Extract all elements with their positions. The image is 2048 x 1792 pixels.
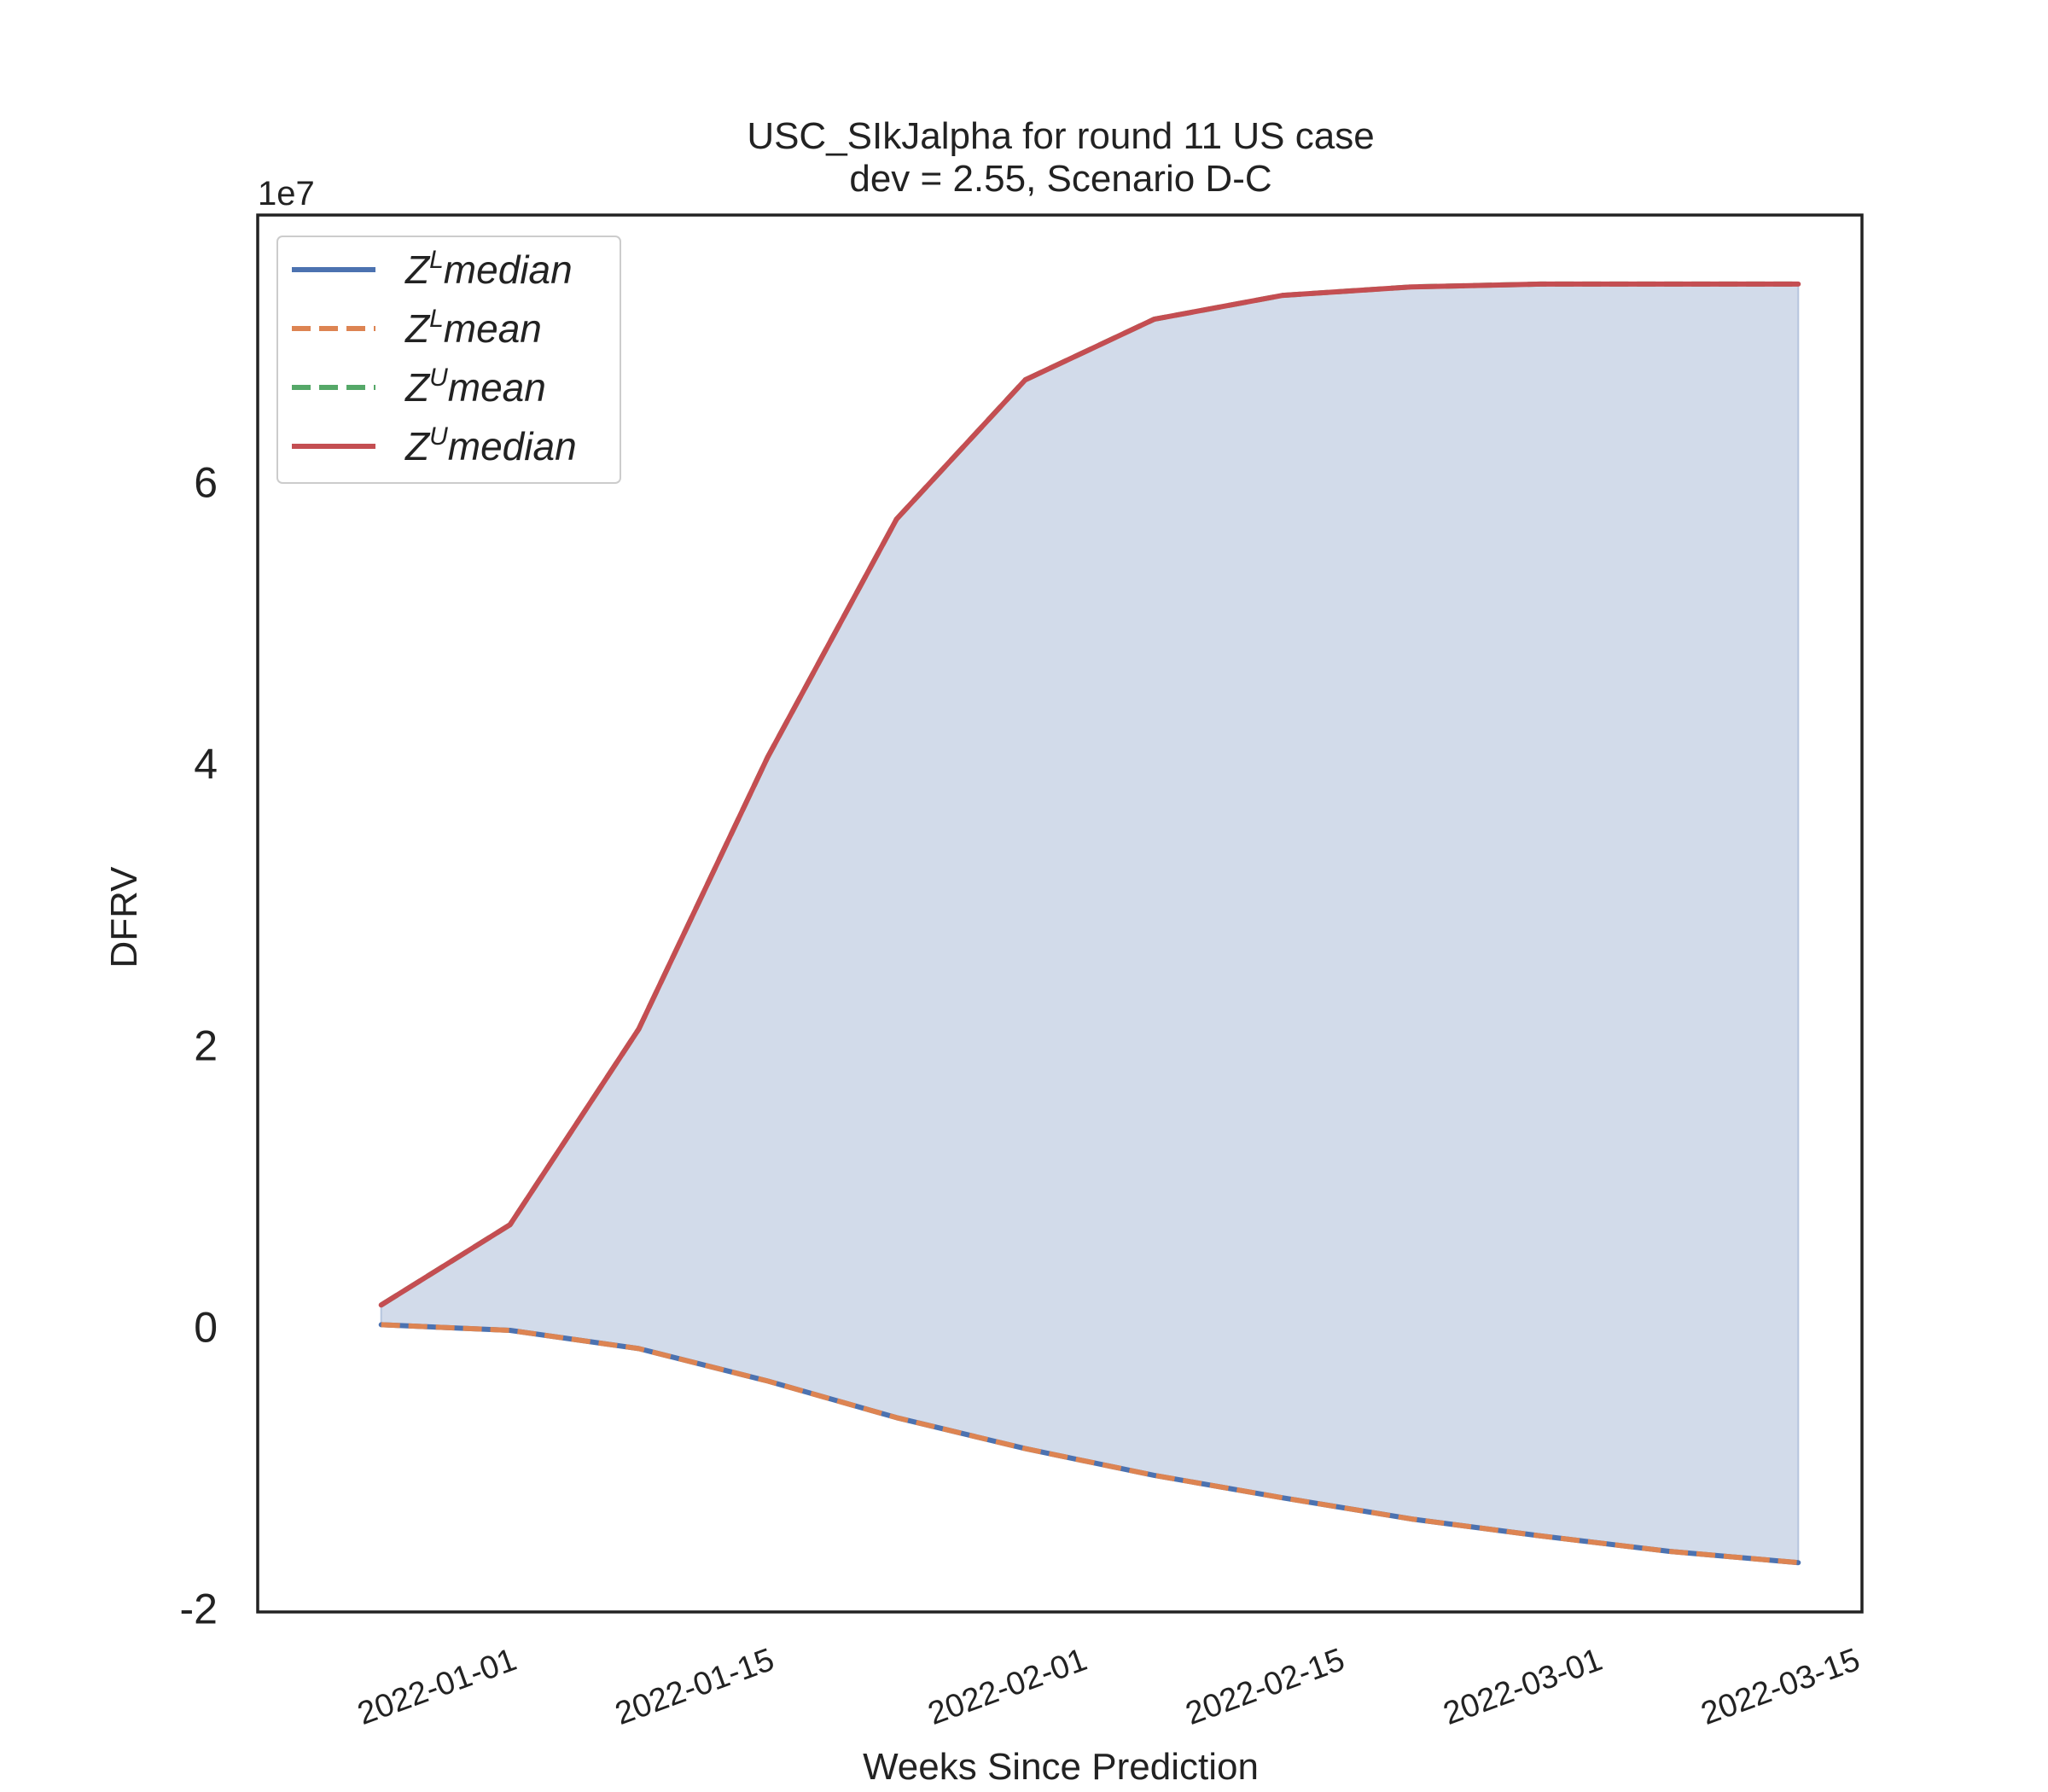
plot-frame — [256, 213, 1864, 1614]
x-tick-label: 2022-02-15 — [1181, 1642, 1349, 1732]
x-axis-ticks: 2022-01-01 2022-01-15 2022-02-01 2022-02-15… — [353, 1642, 1865, 1732]
x-tick-label: 2022-03-15 — [1696, 1642, 1865, 1732]
x-tick-label: 2022-03-01 — [1439, 1642, 1607, 1732]
legend-box — [276, 236, 621, 484]
legend-entry: ZLmean — [404, 305, 542, 351]
series-line-4 — [378, 281, 1801, 1308]
legend-entry: ZUmean — [404, 364, 546, 410]
x-axis-label: Weeks Since Prediction — [863, 1746, 1259, 1788]
legend-entry: ZUmedian — [404, 422, 577, 468]
y-axis-ticks: -2 0 2 4 6 — [180, 459, 218, 1633]
x-tick-label: 2022-02-01 — [923, 1642, 1091, 1732]
chart-title-line1: USC_SIkJalpha for round 11 US case — [747, 115, 1374, 157]
y-tick-label: -2 — [180, 1585, 218, 1633]
x-tick-label: 2022-01-15 — [611, 1642, 779, 1732]
legend-entry: ZLmedian — [404, 246, 573, 292]
y-tick-label: 6 — [194, 459, 218, 507]
series-line-2 — [381, 1322, 1799, 1566]
chart-title-line2: dev = 2.55, Scenario D-C — [849, 158, 1271, 200]
y-tick-label: 0 — [194, 1304, 218, 1352]
y-tick-label: 2 — [194, 1022, 218, 1070]
y-offset-label: 1e7 — [258, 175, 315, 212]
y-tick-label: 4 — [194, 741, 218, 788]
x-tick-label: 2022-01-01 — [353, 1642, 521, 1732]
y-axis-label: DFRV — [103, 866, 145, 969]
legend: ZLmedian ZLmean ZUmean ZUmedian — [276, 236, 621, 484]
plot-area — [378, 281, 1801, 1566]
